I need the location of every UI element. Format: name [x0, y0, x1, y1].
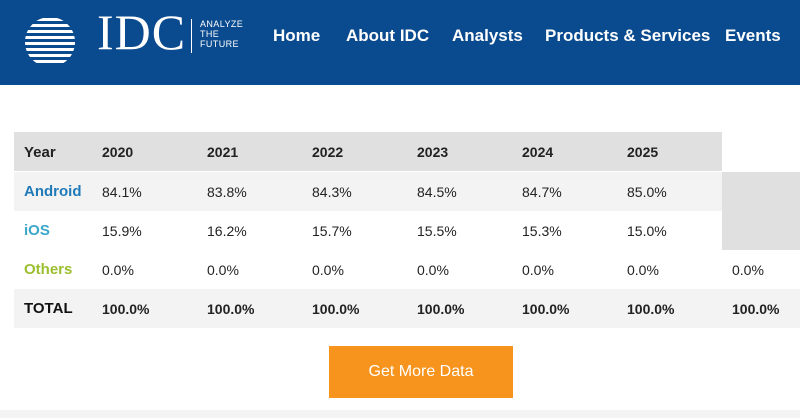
row-label-android: Android	[24, 183, 82, 200]
header-background	[14, 132, 722, 171]
table-row-others: Others 0.0% 0.0% 0.0% 0.0% 0.0% 0.0% 0.0…	[14, 250, 800, 289]
table-cell: 83.8%	[207, 183, 247, 200]
table-cell: 84.7%	[522, 183, 562, 200]
nav-products-services[interactable]: Products & Services	[545, 26, 711, 45]
table-cell: 100.0%	[102, 300, 150, 317]
globe-logo-icon	[25, 18, 75, 63]
header-cell-year: Year	[24, 143, 56, 161]
nav-home[interactable]: Home	[273, 26, 321, 45]
header-cell: 2025	[627, 144, 659, 160]
table-cell: 15.3%	[522, 222, 562, 239]
table-cell: 84.1%	[102, 183, 142, 200]
table-row-android: Android 84.1% 83.8% 84.3% 84.5% 84.7% 85…	[14, 172, 800, 211]
tagline-line: FUTURE	[200, 39, 239, 49]
table-row-total: TOTAL 100.0% 100.0% 100.0% 100.0% 100.0%…	[14, 289, 800, 328]
table-cell: 0.0%	[522, 261, 554, 278]
table-cell: 84.5%	[417, 183, 457, 200]
table-cell: 0.0%	[207, 261, 239, 278]
idc-logo[interactable]: IDC ANALYZE THE FUTURE	[0, 0, 250, 85]
logo-tagline: ANALYZE THE FUTURE	[200, 19, 260, 49]
row-filler	[722, 211, 800, 250]
table-cell: 0.0%	[732, 261, 764, 278]
header-cell: 2023	[417, 144, 449, 160]
table-cell: 15.9%	[102, 222, 142, 239]
table-cell: 85.0%	[627, 183, 667, 200]
logo-wordmark: IDC	[97, 4, 187, 60]
header-cell: 2024	[522, 144, 554, 160]
header-cell: 2021	[207, 144, 239, 160]
nav-analysts[interactable]: Analysts	[452, 26, 523, 45]
table-cell: 100.0%	[732, 300, 780, 317]
row-filler	[722, 172, 800, 211]
table-cell: 15.0%	[627, 222, 667, 239]
table-header-row: Year 2020 2021 2022 2023 2024 2025	[14, 132, 800, 172]
table-cell: 15.5%	[417, 222, 457, 239]
table-cell: 84.3%	[312, 183, 352, 200]
table-cell: 16.2%	[207, 222, 247, 239]
header-cell: 2020	[102, 144, 134, 160]
table-cell: 100.0%	[207, 300, 255, 317]
footer-divider	[0, 410, 800, 418]
table-cell: 100.0%	[312, 300, 360, 317]
table-row-ios: iOS 15.9% 16.2% 15.7% 15.5% 15.3% 15.0%	[14, 211, 800, 250]
row-label-others: Others	[24, 261, 73, 278]
nav-events[interactable]: Events	[725, 26, 781, 45]
table-cell: 0.0%	[102, 261, 134, 278]
tagline-line: THE	[200, 29, 220, 39]
tagline-line: ANALYZE	[200, 19, 244, 29]
table-cell: 0.0%	[627, 261, 659, 278]
row-label-total: TOTAL	[24, 300, 73, 317]
site-header: IDC ANALYZE THE FUTURE Home About IDC An…	[0, 0, 800, 85]
table-cell: 100.0%	[627, 300, 675, 317]
table-cell: 100.0%	[417, 300, 465, 317]
table-cell: 0.0%	[312, 261, 344, 278]
row-label-ios: iOS	[24, 222, 50, 239]
table-cell: 0.0%	[417, 261, 449, 278]
table-cell: 15.7%	[312, 222, 352, 239]
header-cell: 2022	[312, 144, 344, 160]
table-cell: 100.0%	[522, 300, 570, 317]
get-more-data-button[interactable]: Get More Data	[329, 346, 513, 398]
nav-about-idc[interactable]: About IDC	[346, 26, 430, 45]
logo-divider	[191, 19, 192, 53]
market-share-table: Year 2020 2021 2022 2023 2024 2025 Andro…	[14, 132, 800, 328]
